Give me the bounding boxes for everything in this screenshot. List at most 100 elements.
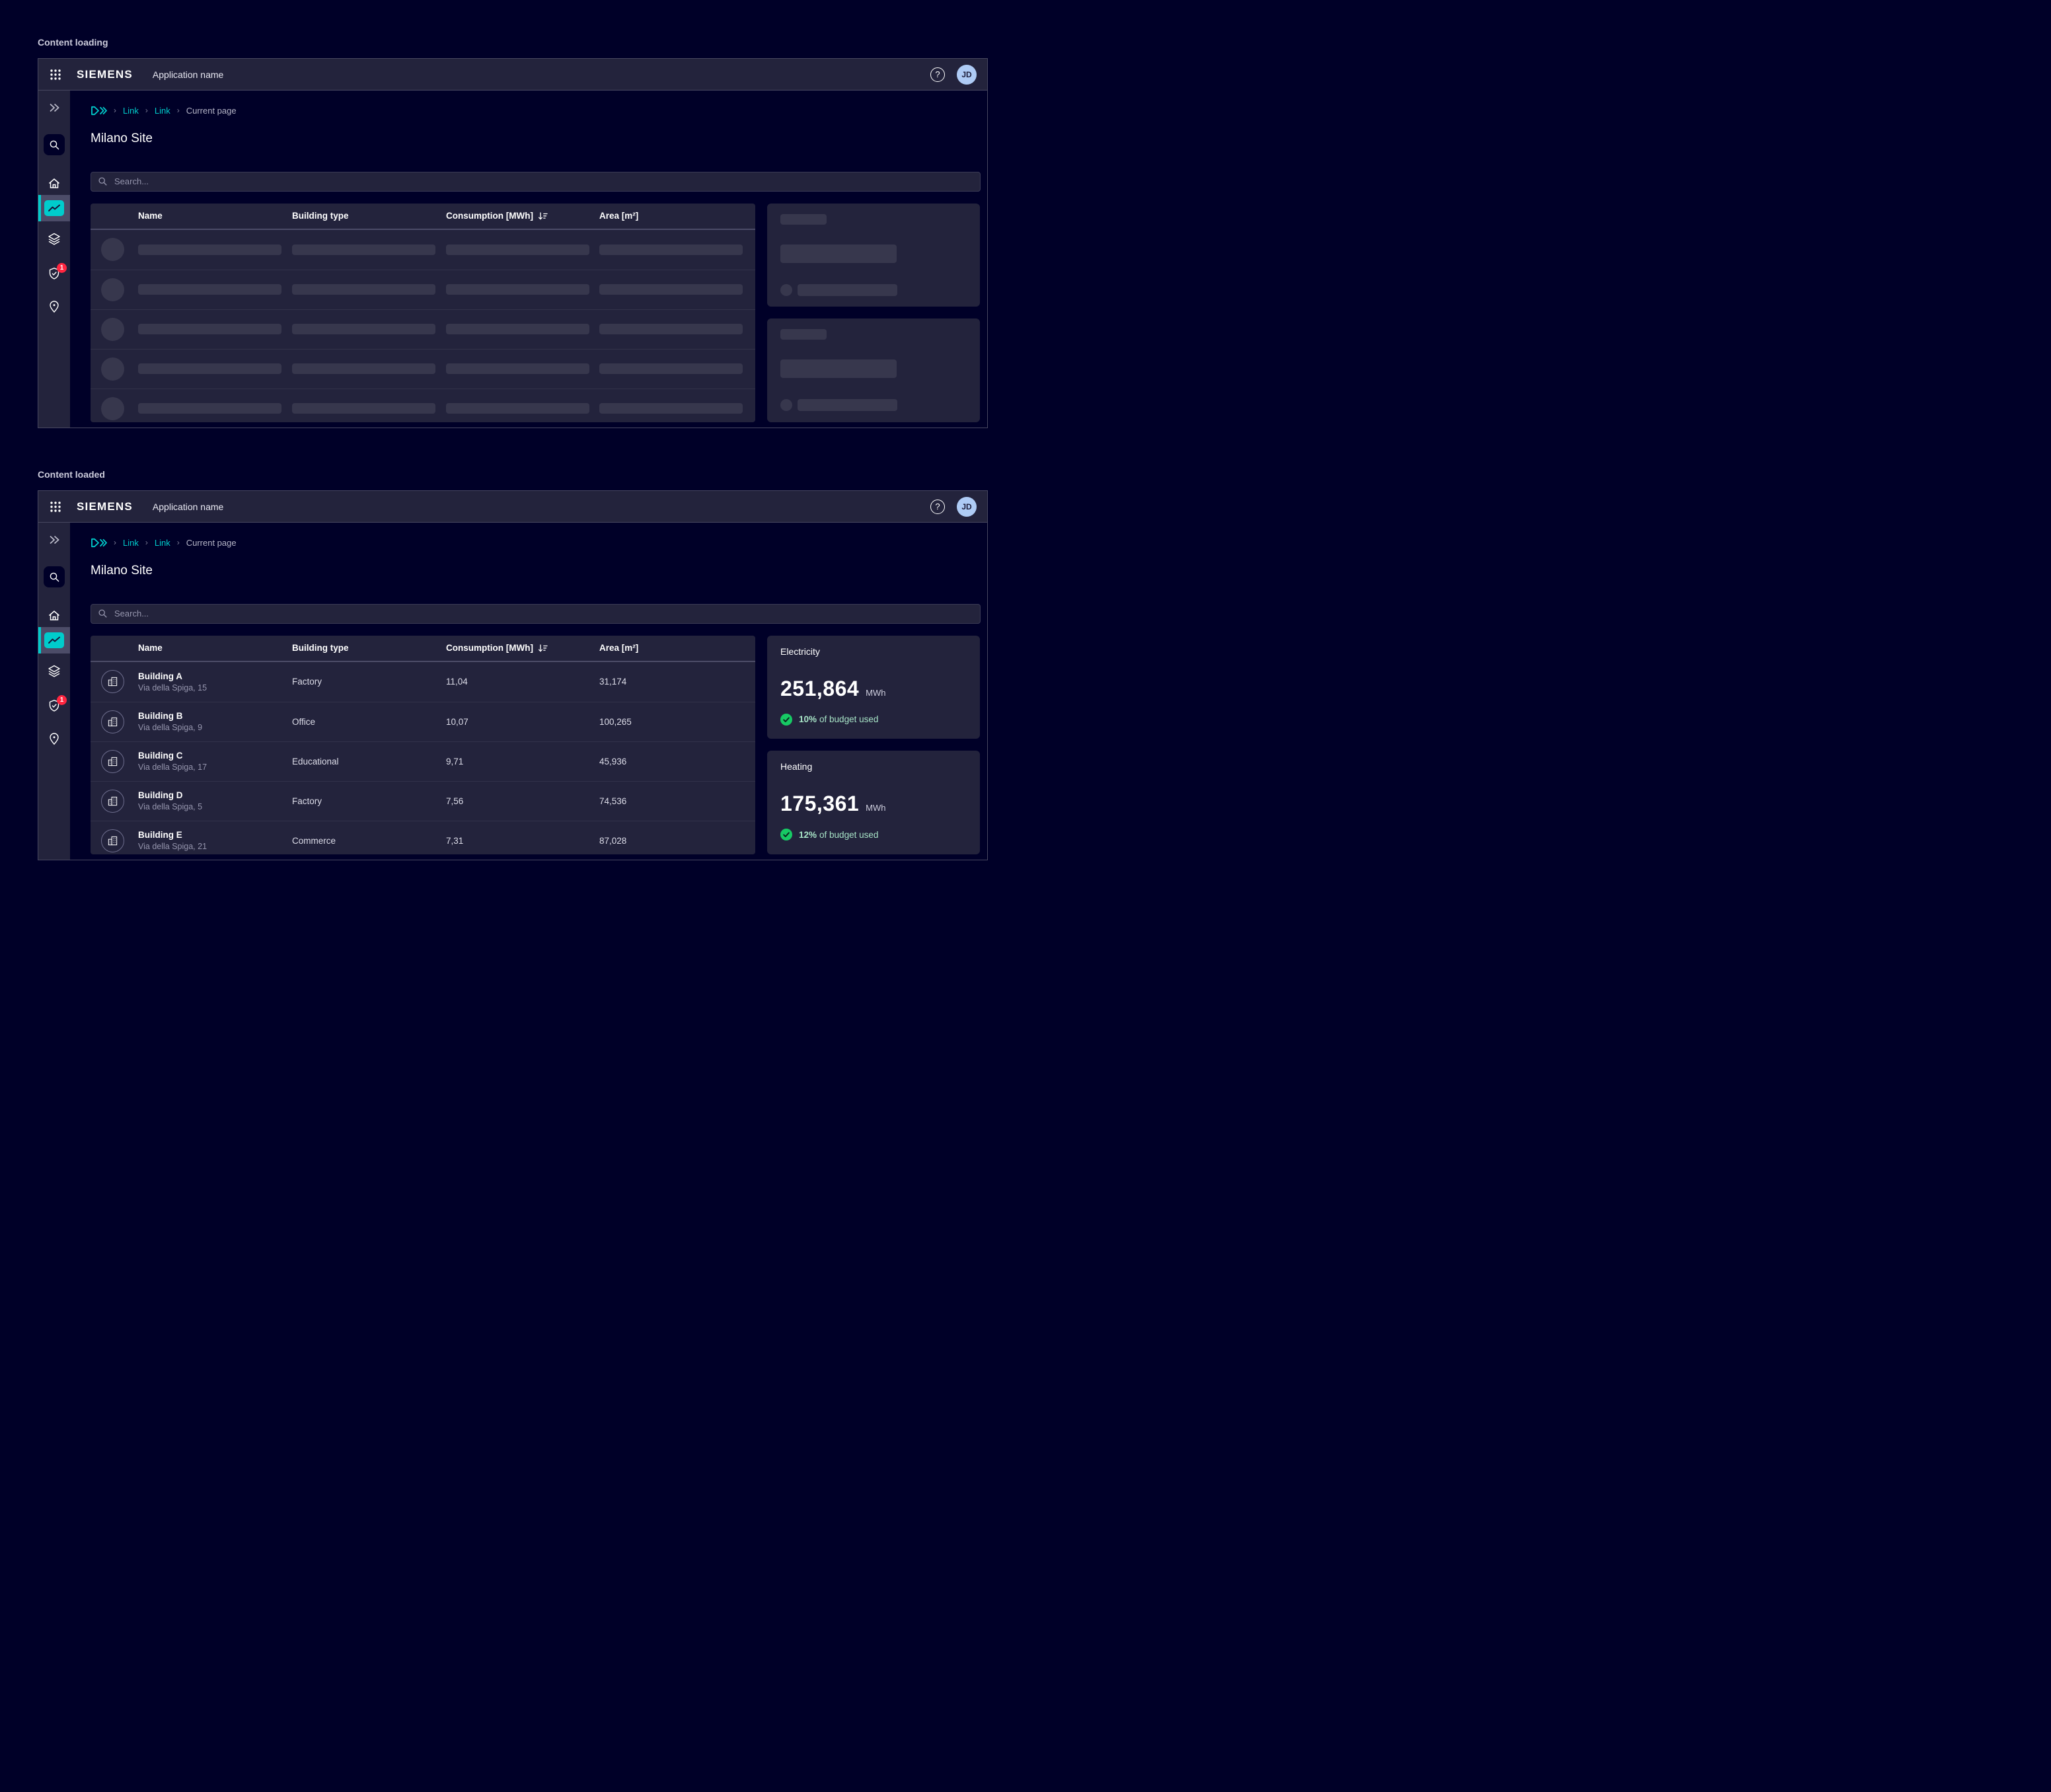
chevron-double-right-icon	[48, 102, 61, 113]
table-row[interactable]: Building B Via della Spiga, 9 Office 10,…	[91, 701, 755, 741]
search-input[interactable]	[113, 176, 973, 188]
card-value: 175,361	[780, 792, 860, 816]
user-avatar[interactable]: JD	[957, 64, 977, 85]
search-input[interactable]	[113, 608, 973, 620]
skeleton-status-text	[798, 399, 897, 412]
consumption-cell: 9,71	[446, 756, 464, 766]
buildings-table: Name Building type Consumption [MWh] Are…	[91, 203, 755, 422]
location-pin-icon	[48, 732, 60, 745]
building-name: Building E	[138, 830, 182, 840]
building-name: Building C	[138, 751, 183, 761]
table-row[interactable]: Building E Via della Spiga, 21 Commerce …	[91, 820, 755, 854]
skeleton-cell	[292, 324, 435, 335]
breadcrumb-current-page: Current page	[186, 537, 237, 548]
help-icon[interactable]: ?	[930, 499, 945, 514]
skeleton-card-status	[780, 283, 967, 296]
loading-state-section: Content loading SIEMENS Application name…	[0, 37, 1026, 428]
skeleton-cell	[138, 284, 281, 295]
breadcrumb-link[interactable]: Link	[123, 537, 139, 548]
breadcrumb-root-icon[interactable]	[91, 106, 107, 116]
sidebar-item-layers[interactable]	[38, 662, 70, 681]
sidebar-item-security[interactable]: 1	[38, 695, 70, 715]
skeleton-kpi-card	[767, 203, 980, 307]
skeleton-cell	[138, 403, 281, 414]
table-header-row: Name Building type Consumption [MWh] Are…	[91, 204, 755, 230]
column-header-consumption[interactable]: Consumption [MWh]	[446, 643, 599, 653]
column-header-building-type: Building type	[292, 211, 349, 221]
skeleton-card-status	[780, 399, 967, 412]
building-name: Building D	[138, 790, 183, 801]
column-header-building-type: Building type	[292, 643, 349, 653]
breadcrumb-link[interactable]: Link	[154, 105, 170, 116]
kpi-cards-column: Electricity 251,864 MWh 10% of budge	[767, 635, 980, 854]
line-chart-icon	[44, 632, 64, 648]
breadcrumb: › Link › Link › Current page	[91, 536, 981, 549]
chevron-double-right-icon	[48, 535, 61, 545]
search-icon	[44, 134, 65, 155]
breadcrumb-link[interactable]: Link	[154, 537, 170, 548]
building-type-cell: Commerce	[292, 835, 336, 846]
building-type-cell: Factory	[292, 796, 322, 806]
skeleton-avatar	[101, 396, 124, 420]
sidebar-item-analytics[interactable]	[38, 627, 70, 653]
consumption-cell: 7,56	[446, 796, 464, 806]
line-chart-icon	[44, 200, 64, 216]
building-name-cell: Building C Via della Spiga, 17	[138, 750, 292, 772]
loaded-state-section: Content loaded SIEMENS Application name …	[0, 469, 1026, 860]
skeleton-cell	[446, 244, 589, 255]
sidebar-item-security[interactable]: 1	[38, 263, 70, 283]
sidebar-item-locations[interactable]	[38, 729, 70, 748]
main-row: Name Building type Consumption [MWh] Are…	[91, 203, 981, 422]
sidebar-item-analytics[interactable]	[38, 195, 70, 221]
budget-status-text: 12% of budget used	[799, 830, 878, 840]
skeleton-avatar	[101, 357, 124, 381]
sidebar-item-home[interactable]	[38, 174, 70, 192]
table-row[interactable]: Building D Via della Spiga, 5 Factory 7,…	[91, 780, 755, 821]
budget-label: of budget used	[819, 714, 879, 725]
sidebar-item-home[interactable]	[38, 606, 70, 624]
area-cell: 31,174	[599, 677, 627, 687]
breadcrumb-current-page: Current page	[186, 105, 237, 116]
siemens-logo: SIEMENS	[77, 67, 133, 81]
skeleton-table-row	[91, 269, 755, 309]
page-title: Milano Site	[91, 131, 153, 145]
buildings-table: Name Building type Consumption [MWh] Are…	[91, 635, 755, 854]
breadcrumb-root-icon[interactable]	[91, 538, 107, 548]
skeleton-table-row	[91, 388, 755, 422]
user-avatar[interactable]: JD	[957, 496, 977, 517]
app-switcher-icon[interactable]	[49, 500, 62, 513]
skeleton-cell	[599, 324, 743, 335]
building-name-cell: Building A Via della Spiga, 15	[138, 671, 292, 693]
building-address: Via della Spiga, 21	[138, 842, 207, 852]
skeleton-cell	[446, 284, 589, 295]
building-name: Building A	[138, 671, 182, 681]
table-row[interactable]: Building C Via della Spiga, 17 Education…	[91, 741, 755, 781]
heating-card: Heating 175,361 MWh 12% of budget us	[767, 751, 980, 854]
sidebar-item-search[interactable]	[38, 566, 70, 587]
sidebar-expand-button[interactable]	[38, 531, 70, 549]
skeleton-cell	[446, 403, 589, 414]
sidebar-item-search[interactable]	[38, 134, 70, 155]
app-switcher-icon[interactable]	[49, 68, 62, 81]
page-content: › Link › Link › Current page Milano Site	[70, 523, 987, 860]
breadcrumb-link[interactable]: Link	[123, 105, 139, 116]
state-label: Content loading	[38, 37, 108, 48]
column-header-area: Area [m²]	[599, 211, 639, 221]
column-header-name: Name	[138, 643, 163, 653]
sort-descending-icon	[538, 211, 548, 221]
sidebar-expand-button[interactable]	[38, 98, 70, 117]
sidebar-item-layers[interactable]	[38, 230, 70, 248]
table-row[interactable]: Building A Via della Spiga, 15 Factory 1…	[91, 662, 755, 702]
notification-badge: 1	[57, 263, 67, 273]
help-icon[interactable]: ?	[930, 67, 945, 82]
skeleton-cell	[599, 363, 743, 375]
building-icon	[101, 749, 124, 773]
building-address: Via della Spiga, 5	[138, 802, 203, 812]
breadcrumb-separator: ›	[176, 538, 180, 547]
breadcrumb: › Link › Link › Current page	[91, 104, 981, 117]
breadcrumb-separator: ›	[114, 106, 116, 115]
application-name: Application name	[152, 501, 224, 512]
column-header-consumption[interactable]: Consumption [MWh]	[446, 211, 599, 221]
sidebar-item-locations[interactable]	[38, 297, 70, 316]
panel-body: 1 › Link › Link › C	[38, 91, 987, 428]
